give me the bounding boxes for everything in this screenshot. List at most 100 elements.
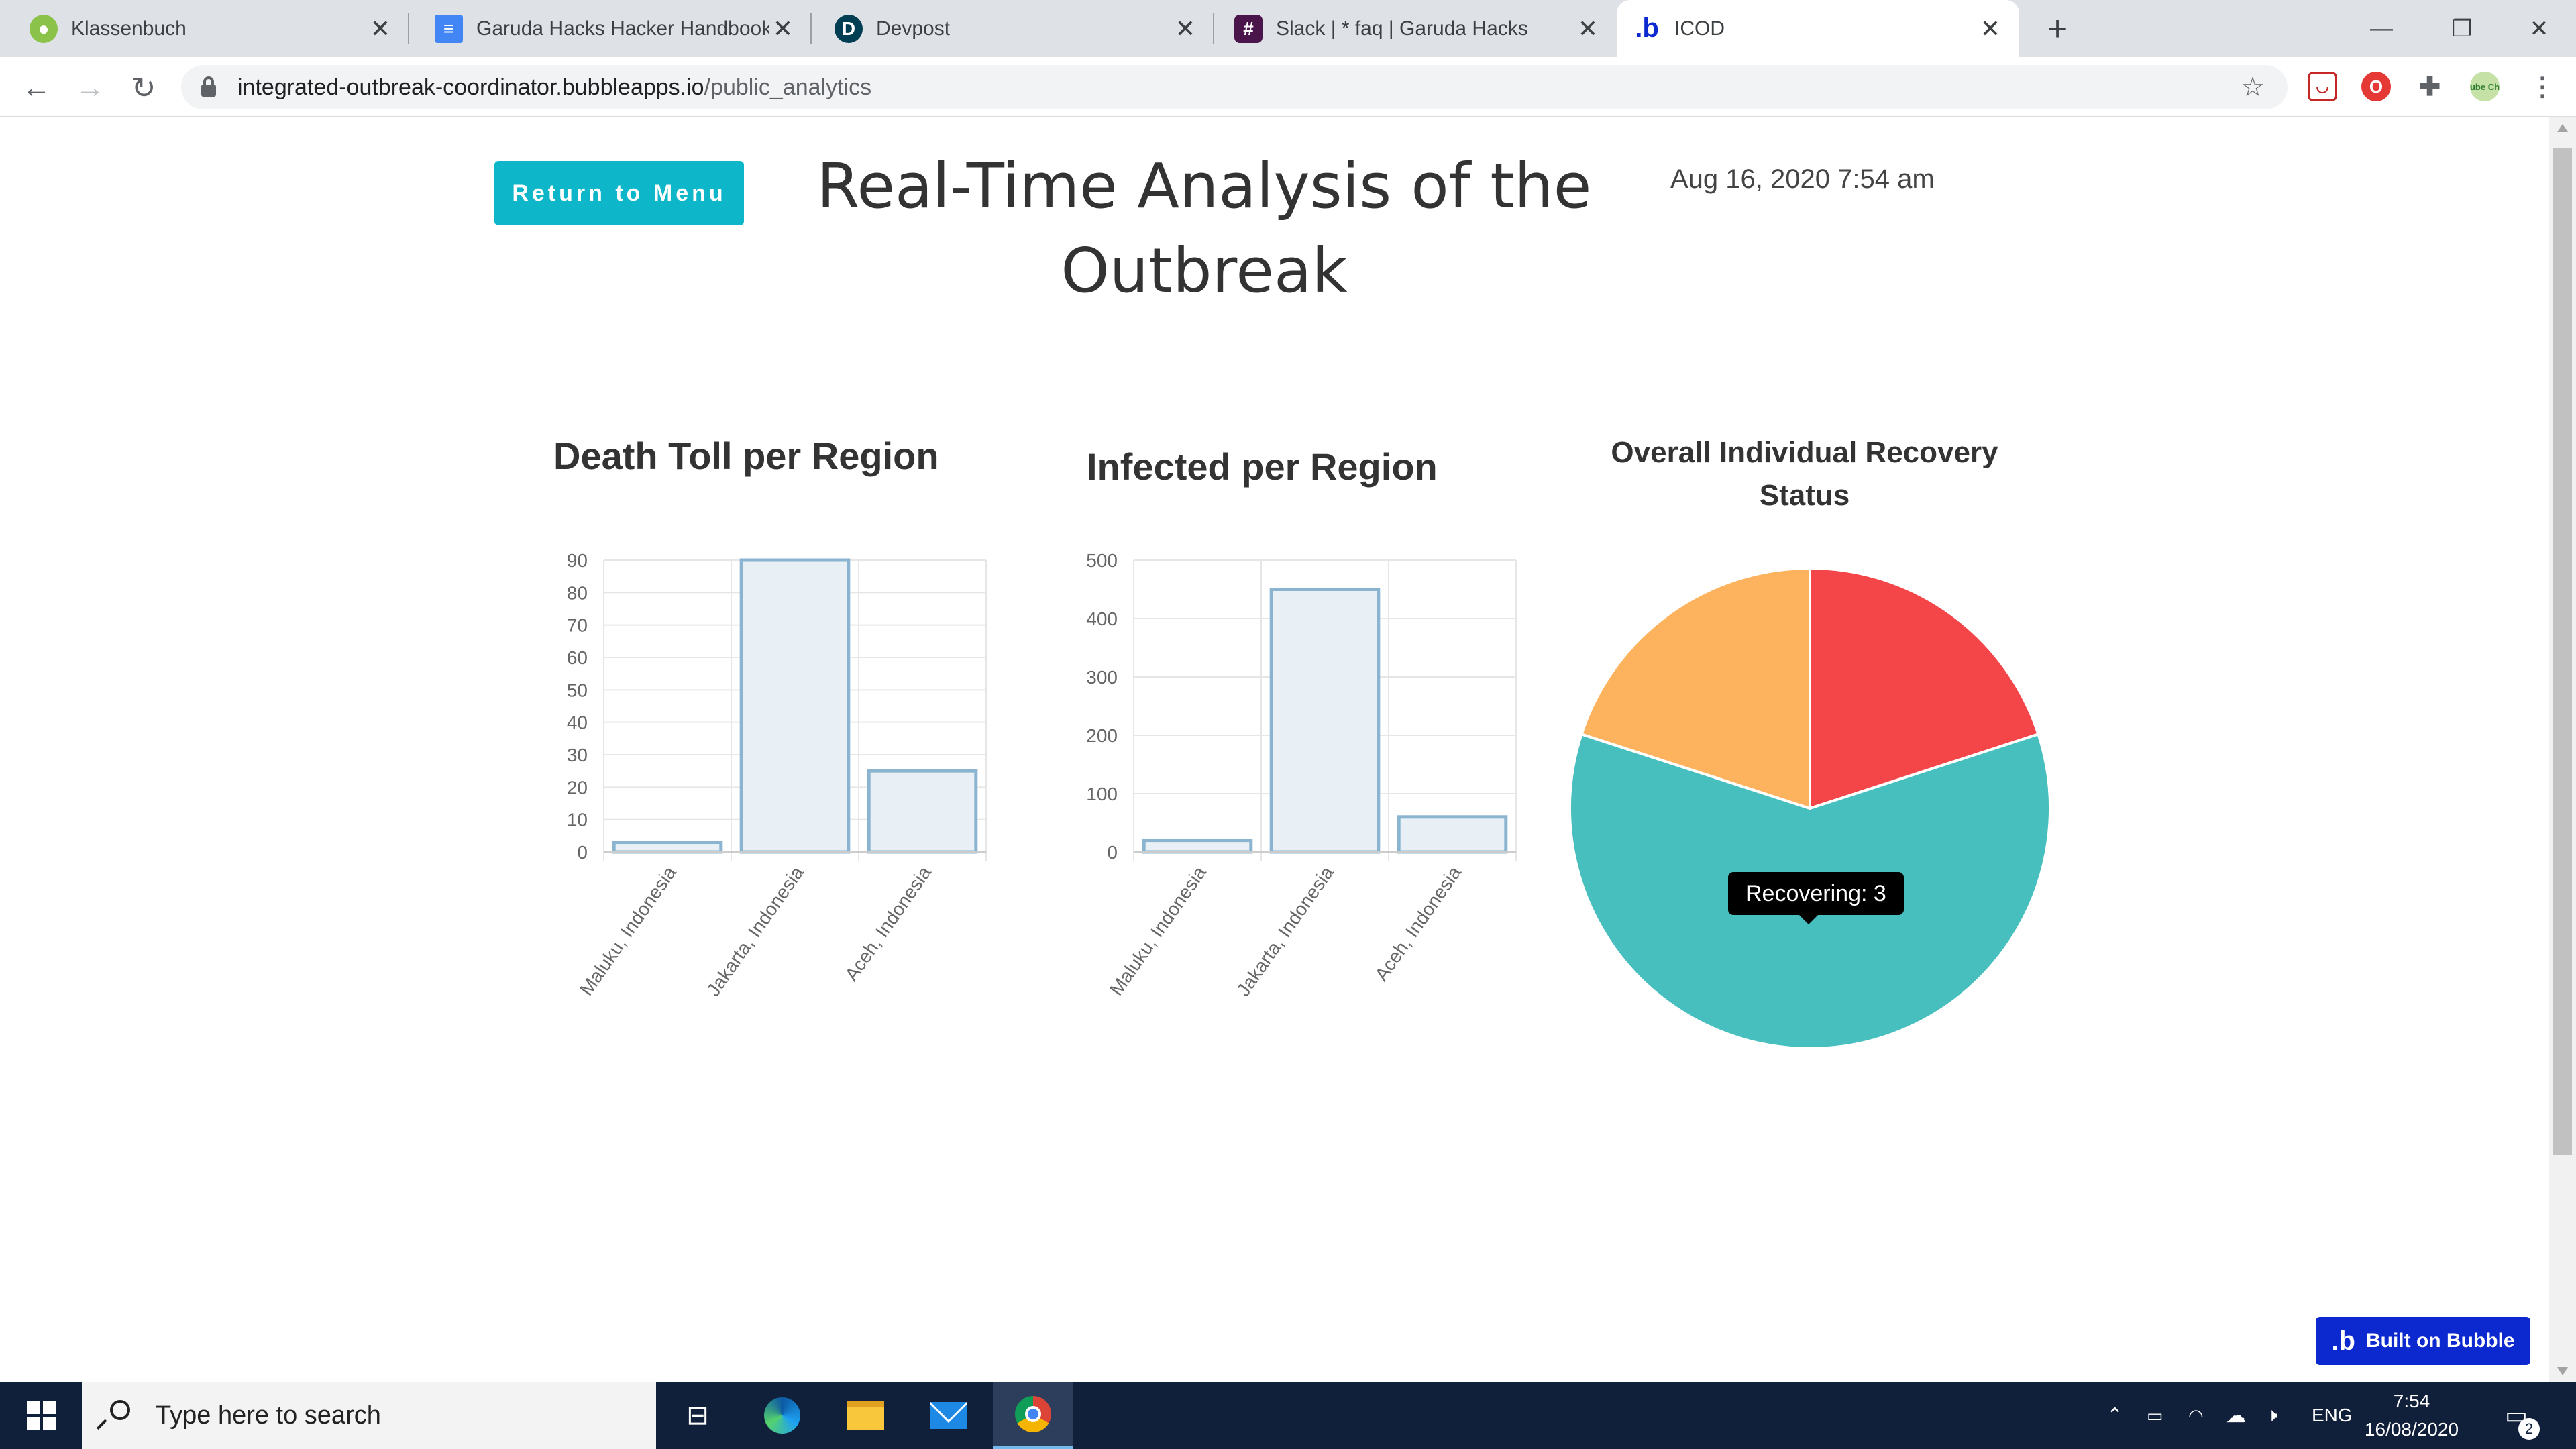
y-tick-label: 400	[1086, 608, 1118, 629]
mail-icon[interactable]	[927, 1395, 970, 1436]
task-view-icon[interactable]: ⊟	[686, 1401, 709, 1430]
close-icon[interactable]: ✕	[772, 14, 794, 42]
page-content: Return to Menu Real-Time Analysis of the…	[0, 117, 2549, 1382]
badge-label: Built on Bubble	[2365, 1330, 2515, 1352]
y-tick-label: 500	[1086, 550, 1118, 571]
clock-time: 7:54	[2393, 1391, 2430, 1411]
windows-taskbar: Type here to search ⊟ ⌃ ▭ ◠ ☁ 🕨 ENG 7:54…	[0, 1382, 2576, 1449]
pie-slice	[1809, 566, 2040, 810]
back-button[interactable]: ←	[21, 71, 51, 104]
new-tab-button[interactable]: +	[2047, 9, 2068, 48]
onedrive-icon[interactable]: ☁	[2226, 1404, 2246, 1427]
page-date: Aug 16, 2020 7:54 am	[1670, 164, 1935, 194]
search-icon	[96, 1399, 136, 1432]
y-tick-label: 20	[567, 777, 588, 798]
y-tick-label: 40	[567, 712, 588, 733]
tab-separator	[408, 13, 409, 44]
profile-extension-icon[interactable]: ube Ch	[2470, 72, 2500, 101]
scroll-up-arrow[interactable]	[2557, 124, 2568, 132]
google-docs-icon: ≡	[435, 14, 463, 43]
y-tick-label: 50	[567, 680, 588, 700]
y-tick-label: 60	[567, 647, 588, 668]
bubble-logo-icon: .b	[2331, 1326, 2355, 1356]
bookmark-star-icon[interactable]: ☆	[2241, 72, 2265, 102]
bar	[1142, 839, 1253, 854]
close-icon[interactable]: ✕	[1980, 14, 2001, 42]
menu-kebab-icon[interactable]: ⋮	[2530, 72, 2555, 101]
devpost-icon: D	[835, 14, 863, 43]
opera-extension-icon[interactable]: O	[2361, 72, 2391, 101]
pie-slice	[1580, 566, 1811, 810]
forward-button[interactable]: →	[75, 71, 105, 104]
pocket-extension-icon[interactable]: ◡	[2308, 72, 2337, 101]
y-tick-label: 100	[1086, 784, 1118, 804]
address-bar[interactable]: integrated-outbreak-coordinator.bubbleap…	[181, 65, 2288, 109]
tab-klassenbuch[interactable]: ● Klassenbuch ✕	[0, 0, 409, 57]
x-tick-label: Aceh, Indonesia	[841, 862, 935, 985]
slack-icon: #	[1234, 14, 1263, 43]
page-title: Real-Time Analysis of the Outbreak	[816, 150, 1592, 307]
close-icon[interactable]: ✕	[1577, 14, 1599, 42]
battery-icon[interactable]: ▭	[2147, 1405, 2163, 1426]
tab-title: ICOD	[1674, 17, 1725, 40]
y-tick-label: 0	[577, 842, 588, 863]
language-indicator[interactable]: ENG	[2312, 1405, 2353, 1426]
chrome-taskbar-icon[interactable]	[993, 1382, 1073, 1449]
bar	[739, 558, 851, 854]
tab-icod[interactable]: .b ICOD ✕	[1617, 0, 2019, 57]
reload-button[interactable]: ↻	[131, 71, 156, 105]
tab-separator	[810, 13, 812, 44]
edge-browser-icon[interactable]	[761, 1395, 804, 1436]
file-explorer-icon[interactable]	[844, 1395, 887, 1436]
close-icon[interactable]: ✕	[370, 14, 391, 42]
windows-start-icon[interactable]	[27, 1401, 56, 1430]
x-tick-label: Maluku, Indonesia	[576, 862, 680, 999]
built-on-bubble-badge[interactable]: .b Built on Bubble	[2316, 1317, 2530, 1365]
extensions-puzzle-icon[interactable]: ✚	[2419, 72, 2440, 101]
return-to-menu-button[interactable]: Return to Menu	[494, 161, 744, 225]
search-placeholder: Type here to search	[156, 1401, 381, 1430]
y-tick-label: 90	[567, 550, 588, 571]
tab-title: Klassenbuch	[71, 17, 186, 40]
recovery-pie-chart	[1568, 566, 2051, 1051]
klassenbuch-icon: ●	[30, 14, 58, 43]
y-tick-label: 70	[567, 615, 588, 636]
bar	[1397, 815, 1508, 854]
browser-toolbar: ← → ↻ integrated-outbreak-coordinator.bu…	[0, 57, 2576, 117]
show-hidden-icons[interactable]: ⌃	[2106, 1404, 2124, 1427]
recovery-chart-title: Overall Individual Recovery Status	[1611, 436, 1998, 512]
y-tick-label: 10	[567, 810, 588, 830]
tab-devpost[interactable]: D Devpost ✕	[812, 0, 1214, 57]
clock-date: 16/08/2020	[2364, 1419, 2459, 1440]
tab-title: Devpost	[876, 17, 951, 40]
tab-separator	[1213, 13, 1214, 44]
close-icon[interactable]: ✕	[1175, 14, 1196, 42]
minimize-button[interactable]: —	[2370, 15, 2393, 41]
lock-icon	[201, 76, 216, 97]
scroll-down-arrow[interactable]	[2557, 1367, 2568, 1375]
y-tick-label: 200	[1086, 725, 1118, 746]
volume-muted-icon[interactable]: 🕨	[2266, 1404, 2278, 1426]
x-tick-label: Aceh, Indonesia	[1371, 862, 1465, 985]
y-tick-label: 30	[567, 745, 588, 765]
close-window-button[interactable]: ✕	[2529, 15, 2549, 42]
bubble-icon: .b	[1635, 13, 1659, 43]
restore-button[interactable]: ❐	[2451, 15, 2473, 42]
notification-center-icon[interactable]: ▭ 2	[2505, 1382, 2540, 1449]
wifi-icon[interactable]: ◠	[2188, 1405, 2204, 1426]
clock[interactable]: 7:54 16/08/2020	[2361, 1382, 2462, 1449]
y-tick-label: 0	[1107, 842, 1118, 863]
death-chart-title: Death Toll per Region	[553, 435, 939, 477]
infected-bar-chart: 0 100 200 300 400 500 Maluku, Indonesia Jakarta…	[1086, 550, 1517, 1000]
bar	[612, 841, 723, 854]
death-toll-bar-chart: 0 10 20 30 40 50 60 70 80 90 Maluku, Indonesia Jaka…	[567, 550, 987, 1000]
taskbar-search-box[interactable]: Type here to search	[82, 1382, 656, 1449]
bar	[1269, 588, 1381, 854]
tab-hacker-handbook[interactable]: ≡ Garuda Hacks Hacker Handbook ✕	[409, 0, 812, 57]
tab-strip: ● Klassenbuch ✕ ≡ Garuda Hacks Hacker Ha…	[0, 0, 2576, 57]
infected-chart-title: Infected per Region	[1087, 445, 1438, 488]
tab-title: Garuda Hacks Hacker Handbook	[476, 17, 769, 40]
page-scrollbar[interactable]	[2549, 117, 2576, 1382]
tab-slack[interactable]: # Slack | * faq | Garuda Hacks ✕	[1214, 0, 1617, 57]
scroll-thumb[interactable]	[2553, 148, 2572, 1155]
